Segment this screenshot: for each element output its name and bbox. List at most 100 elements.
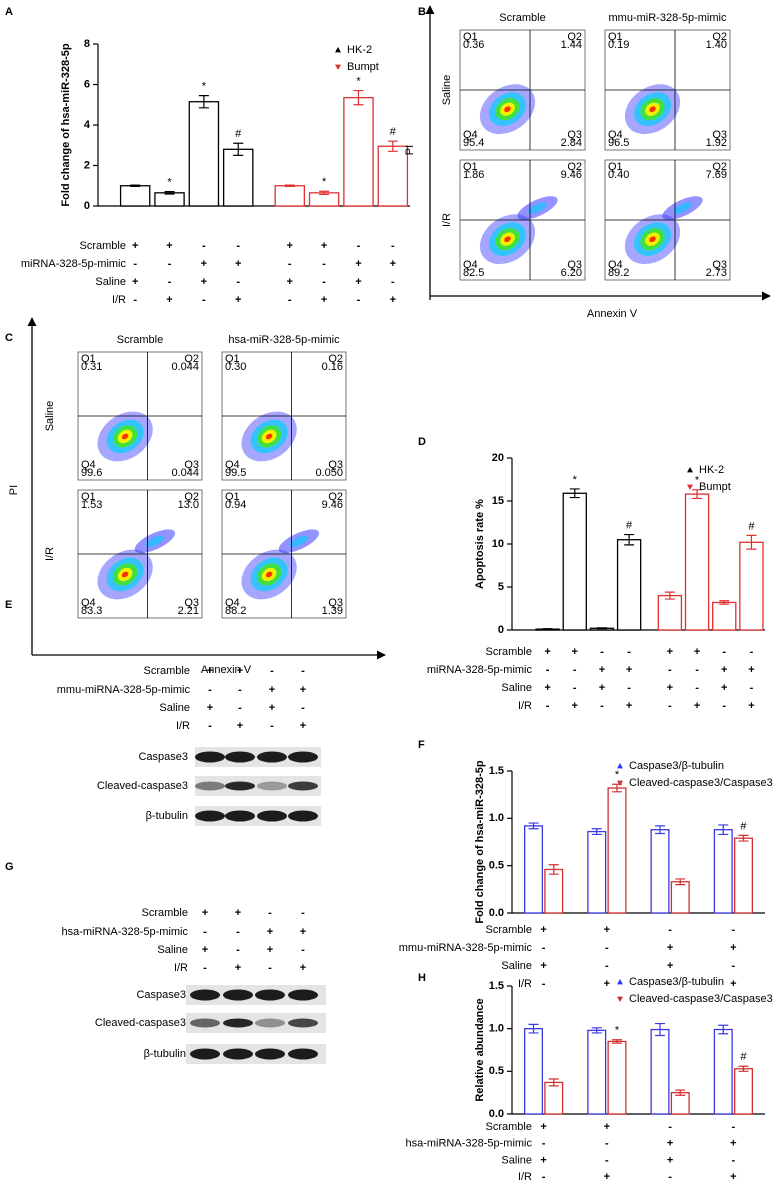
legend-label: Caspase3/β-tubulin bbox=[629, 976, 724, 988]
legend-marker bbox=[617, 979, 623, 985]
band-label: Cleaved-caspase3 bbox=[95, 1017, 186, 1029]
condition-sign: + bbox=[604, 1121, 610, 1133]
condition-sign: - bbox=[202, 240, 206, 252]
error-bar bbox=[164, 191, 175, 195]
quadrant-name: Q4 bbox=[608, 259, 623, 271]
condition-sign: + bbox=[626, 700, 632, 712]
error-bar bbox=[738, 1065, 749, 1072]
quadrant-name: Q4 bbox=[225, 597, 240, 609]
blot-band bbox=[190, 1048, 220, 1060]
error-bar bbox=[675, 878, 686, 886]
quadrant-name: Q2 bbox=[184, 491, 199, 503]
quadrant-name: Q4 bbox=[463, 259, 478, 271]
quadrant-value: 83.3 bbox=[81, 605, 102, 617]
condition-label: Scramble bbox=[144, 665, 190, 677]
axis-label: PI bbox=[404, 145, 416, 155]
condition-sign: + bbox=[540, 960, 546, 972]
condition-sign: - bbox=[208, 720, 212, 732]
condition-sign: - bbox=[301, 944, 305, 956]
blot-band bbox=[288, 1018, 318, 1028]
y-tick-label: 0 bbox=[84, 200, 90, 212]
condition-sign: + bbox=[300, 720, 306, 732]
condition-sign: + bbox=[730, 978, 736, 990]
cell-cloud bbox=[265, 433, 273, 440]
blot-band bbox=[190, 1018, 220, 1028]
quadrant-value: 1.53 bbox=[81, 499, 102, 511]
quadrant-value: 0.16 bbox=[322, 361, 343, 373]
legend-label: Bumpt bbox=[347, 61, 379, 73]
condition-sign: - bbox=[236, 276, 240, 288]
quadrant-value: 1.39 bbox=[322, 605, 343, 617]
quadrant-name: Q4 bbox=[225, 459, 240, 471]
y-tick-label: 8 bbox=[84, 38, 90, 50]
error-bar bbox=[548, 1078, 559, 1087]
y-tick-label: 1.5 bbox=[489, 765, 504, 777]
condition-sign: + bbox=[599, 682, 605, 694]
error-bar bbox=[319, 190, 330, 196]
significance-mark: * bbox=[202, 81, 207, 93]
condition-sign: + bbox=[132, 240, 138, 252]
condition-sign: + bbox=[202, 907, 208, 919]
quadrant-value: 2.73 bbox=[706, 267, 727, 279]
band-label: Caspase3 bbox=[138, 751, 188, 763]
y-tick-label: 0.0 bbox=[489, 907, 504, 919]
blot-band bbox=[255, 1018, 285, 1028]
quadrant-value: 1.40 bbox=[706, 39, 727, 51]
condition-sign: + bbox=[540, 924, 546, 936]
legend-label: HK-2 bbox=[347, 44, 372, 56]
y-tick-label: 1.0 bbox=[489, 1023, 504, 1035]
quadrant-name: Q2 bbox=[184, 353, 199, 365]
condition-sign: + bbox=[237, 720, 243, 732]
condition-sign: + bbox=[604, 924, 610, 936]
condition-sign: - bbox=[236, 926, 240, 938]
band-label: Caspase3 bbox=[136, 989, 186, 1001]
condition-sign: - bbox=[357, 294, 361, 306]
condition-sign: - bbox=[168, 276, 172, 288]
quadrant-value: 0.36 bbox=[463, 39, 484, 51]
condition-sign: + bbox=[321, 240, 327, 252]
condition-sign: - bbox=[695, 682, 699, 694]
condition-sign: + bbox=[667, 942, 673, 954]
error-bar bbox=[675, 1089, 686, 1096]
y-tick-label: 0.5 bbox=[489, 1065, 504, 1077]
error-bar bbox=[655, 1022, 666, 1037]
quadrant-value: 7.69 bbox=[706, 169, 727, 181]
quadrant-name: Q3 bbox=[712, 129, 727, 141]
condition-sign: - bbox=[238, 684, 242, 696]
condition-sign: + bbox=[730, 1138, 736, 1150]
condition-sign: - bbox=[668, 700, 672, 712]
blot-band bbox=[223, 1048, 253, 1060]
cell-cloud bbox=[265, 571, 273, 578]
condition-sign: + bbox=[267, 944, 273, 956]
cell-cloud bbox=[504, 236, 511, 243]
condition-sign: + bbox=[201, 276, 207, 288]
quadrant-value: 82.5 bbox=[463, 267, 484, 279]
condition-sign: + bbox=[572, 646, 578, 658]
condition-sign: + bbox=[721, 682, 727, 694]
condition-sign: - bbox=[238, 702, 242, 714]
condition-sign: - bbox=[732, 924, 736, 936]
condition-sign: + bbox=[166, 240, 172, 252]
bar bbox=[713, 829, 733, 914]
quadrant-name: Q1 bbox=[608, 161, 623, 173]
legend-marker bbox=[335, 47, 341, 53]
condition-sign: + bbox=[235, 294, 241, 306]
condition-sign: + bbox=[300, 962, 306, 974]
bar bbox=[222, 148, 254, 207]
row-header: Saline bbox=[441, 75, 453, 106]
blot-band bbox=[288, 989, 318, 1001]
blot-band bbox=[288, 1048, 318, 1060]
quadrant-value: 0.30 bbox=[225, 361, 246, 373]
condition-label: mmu-miRNA-328-5p-mimic bbox=[399, 942, 533, 954]
significance-mark: # bbox=[235, 128, 242, 140]
cell-cloud bbox=[121, 571, 129, 578]
quadrant-value: 9.46 bbox=[322, 499, 343, 511]
cell-cloud bbox=[145, 535, 165, 547]
cell-cloud bbox=[649, 236, 656, 243]
condition-sign: + bbox=[730, 1171, 736, 1183]
blot-band bbox=[223, 989, 253, 1001]
quadrant-name: Q2 bbox=[328, 353, 343, 365]
panel-letter: F bbox=[418, 739, 425, 751]
condition-sign: - bbox=[668, 1171, 672, 1183]
significance-mark: * bbox=[167, 177, 172, 189]
